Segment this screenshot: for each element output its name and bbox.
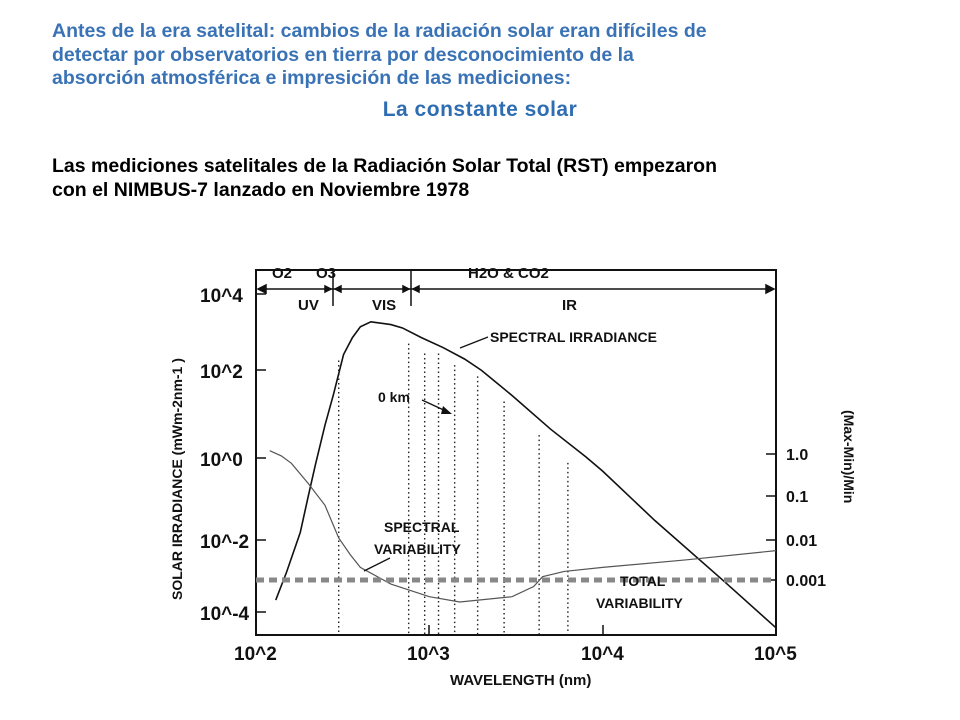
y-right-tick-label-1: 1.0 bbox=[786, 447, 808, 464]
y-left-ticks bbox=[256, 293, 266, 613]
x-axis-ticks bbox=[255, 625, 777, 635]
zero-km-arrowhead bbox=[441, 406, 452, 414]
series-spectral-variability bbox=[269, 450, 777, 603]
annotation-total-variability-2: VARIABILITY bbox=[596, 595, 684, 611]
annotation-spectral-variability-2: VARIABILITY bbox=[374, 541, 462, 557]
body-line-1: Las mediciones satelitales de la Radiaci… bbox=[52, 155, 717, 177]
intro-paragraph: Antes de la era satelital: cambios de la… bbox=[52, 20, 892, 91]
annotation-zero-km: 0 km bbox=[378, 389, 410, 405]
band-arrows bbox=[256, 270, 776, 306]
body-line-2: con el NIMBUS-7 lanzado en Noviembre 197… bbox=[52, 179, 470, 201]
band-label-o2: O2 bbox=[272, 265, 292, 282]
y-left-tick-label-2: 10^2 bbox=[200, 362, 243, 383]
x-tick-label-2: 10^3 bbox=[407, 644, 450, 665]
band-label-o3: O3 bbox=[316, 265, 336, 282]
x-tick-label-1: 10^2 bbox=[234, 644, 277, 665]
y-left-axis-label: SOLAR IRRADIANCE (mWm-2nm-1 ) bbox=[169, 358, 185, 600]
y-left-tick-label-3: 10^0 bbox=[200, 450, 243, 471]
y-left-tick-label-1: 10^4 bbox=[200, 286, 243, 307]
spectral-variability-pointer bbox=[363, 557, 391, 572]
intro-line-3: absorción atmosférica e impresición de l… bbox=[52, 67, 572, 89]
spectral-irradiance-pointer bbox=[459, 336, 489, 349]
y-left-tick-label-4: 10^-2 bbox=[200, 532, 249, 553]
x-axis-label: WAVELENGTH (nm) bbox=[450, 672, 591, 689]
plot-frame bbox=[255, 269, 777, 636]
solar-spectrum-figure: O2 O3 H2O & CO2 UV VIS IR 10^2 10^3 10^4… bbox=[160, 240, 880, 700]
slide-title: La constante solar bbox=[382, 98, 578, 121]
band-label-ir: IR bbox=[562, 297, 577, 314]
y-right-tick-label-2: 0.1 bbox=[786, 489, 808, 506]
series-spectral-irradiance bbox=[275, 320, 777, 629]
band-label-vis: VIS bbox=[372, 297, 396, 314]
x-tick-label-4: 10^5 bbox=[754, 644, 797, 665]
annotation-spectral-variability-1: SPECTRAL bbox=[384, 519, 460, 535]
band-label-uv: UV bbox=[298, 297, 319, 314]
body-paragraph: Las mediciones satelitales de la Radiaci… bbox=[52, 154, 892, 202]
y-right-axis-label: (Max-Min)/Min bbox=[841, 410, 857, 503]
annotation-spectral-irradiance: SPECTRAL IRRADIANCE bbox=[490, 329, 657, 345]
y-right-tick-label-4: 0.001 bbox=[786, 573, 826, 590]
y-left-tick-label-5: 10^-4 bbox=[200, 604, 250, 625]
solar-spectrum-chart: O2 O3 H2O & CO2 UV VIS IR 10^2 10^3 10^4… bbox=[169, 265, 857, 689]
series-layer bbox=[256, 320, 777, 629]
y-right-tick-label-3: 0.01 bbox=[786, 533, 817, 550]
annotation-total-variability-1: TOTAL bbox=[620, 573, 666, 589]
intro-line-1: Antes de la era satelital: cambios de la… bbox=[52, 20, 707, 42]
absorption-bands-layer bbox=[338, 343, 569, 635]
band-label-h2o-co2: H2O & CO2 bbox=[468, 265, 549, 282]
x-tick-label-3: 10^4 bbox=[581, 644, 624, 665]
intro-line-2: detectar por observatorios en tierra por… bbox=[52, 43, 634, 66]
y-right-ticks bbox=[766, 453, 776, 581]
